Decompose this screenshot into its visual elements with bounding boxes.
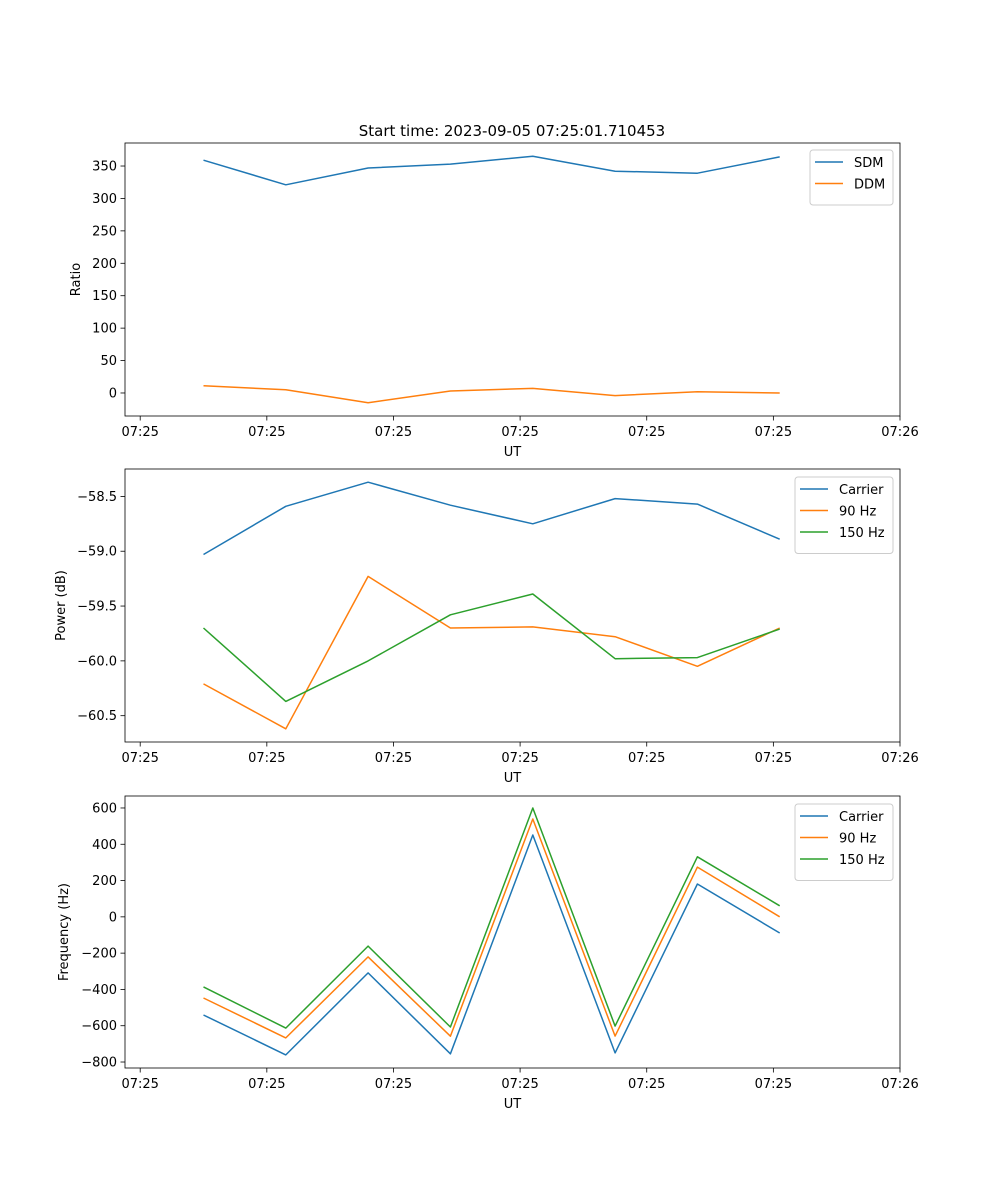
y-tick-label: −59.5 bbox=[77, 600, 117, 615]
x-axis-label: UT bbox=[504, 445, 522, 460]
y-axis-label: Power (dB) bbox=[54, 570, 69, 641]
x-tick-label: 07:26 bbox=[881, 751, 918, 766]
x-tick-label: 07:25 bbox=[121, 751, 158, 766]
x-tick-label: 07:25 bbox=[121, 1077, 158, 1092]
y-tick-label: −600 bbox=[81, 1019, 117, 1034]
y-tick-label: 0 bbox=[109, 386, 117, 401]
y-axis-label: Frequency (Hz) bbox=[57, 883, 72, 981]
x-tick-label: 07:25 bbox=[501, 751, 538, 766]
x-tick-label: 07:26 bbox=[881, 1077, 918, 1092]
y-tick-label: −200 bbox=[81, 947, 117, 962]
series-line-ddm bbox=[203, 385, 780, 404]
x-tick-label: 07:25 bbox=[501, 425, 538, 440]
y-tick-label: −60.5 bbox=[77, 709, 117, 724]
x-tick-label: 07:25 bbox=[628, 425, 665, 440]
x-tick-label: 07:25 bbox=[755, 1077, 792, 1092]
y-tick-label: −58.5 bbox=[77, 490, 117, 505]
series-line-90-hz bbox=[203, 818, 781, 1039]
y-tick-label: −400 bbox=[81, 983, 117, 998]
legend-label: 90 Hz bbox=[839, 832, 876, 847]
y-tick-label: 50 bbox=[100, 354, 117, 369]
series-line-150-hz bbox=[203, 807, 781, 1029]
y-tick-label: 0 bbox=[109, 910, 117, 925]
y-tick-label: 100 bbox=[92, 322, 117, 337]
x-tick-label: 07:25 bbox=[248, 1077, 285, 1092]
series-line-sdm bbox=[203, 155, 780, 186]
y-tick-label: −60.0 bbox=[77, 654, 117, 669]
y-tick-label: 300 bbox=[92, 192, 117, 207]
y-tick-label: 350 bbox=[92, 160, 117, 175]
x-tick-label: 07:25 bbox=[375, 751, 412, 766]
axes-frame bbox=[124, 142, 901, 417]
y-tick-label: 200 bbox=[92, 874, 117, 889]
y-tick-label: 250 bbox=[92, 224, 117, 239]
legend-label: SDM bbox=[854, 156, 883, 171]
legend-box bbox=[809, 149, 894, 206]
x-tick-label: 07:25 bbox=[628, 1077, 665, 1092]
y-tick-label: −59.0 bbox=[77, 545, 117, 560]
legend-label: Carrier bbox=[839, 483, 884, 498]
y-tick-label: 400 bbox=[92, 838, 117, 853]
axes-frame bbox=[124, 468, 901, 743]
legend-label: Carrier bbox=[839, 810, 884, 825]
x-tick-label: 07:25 bbox=[755, 425, 792, 440]
legend-label: 150 Hz bbox=[839, 853, 885, 868]
x-tick-label: 07:25 bbox=[628, 751, 665, 766]
x-tick-label: 07:25 bbox=[121, 425, 158, 440]
y-tick-label: 600 bbox=[92, 801, 117, 816]
figure-title: Start time: 2023-09-05 07:25:01.710453 bbox=[359, 122, 665, 140]
x-tick-label: 07:25 bbox=[248, 425, 285, 440]
legend-label: 90 Hz bbox=[839, 505, 876, 520]
x-tick-label: 07:25 bbox=[755, 751, 792, 766]
y-tick-label: −800 bbox=[81, 1056, 117, 1071]
y-axis-label: Ratio bbox=[69, 263, 84, 296]
legend-box bbox=[794, 476, 894, 554]
axes-frame bbox=[124, 795, 901, 1069]
series-line-150-hz bbox=[203, 593, 780, 703]
x-tick-label: 07:26 bbox=[881, 425, 918, 440]
x-tick-label: 07:25 bbox=[248, 751, 285, 766]
series-line-carrier bbox=[203, 481, 780, 556]
series-line-90-hz bbox=[203, 575, 781, 730]
legend-label: DDM bbox=[854, 178, 885, 193]
x-axis-label: UT bbox=[504, 1097, 522, 1112]
x-tick-label: 07:25 bbox=[375, 425, 412, 440]
y-tick-label: 150 bbox=[92, 289, 117, 304]
x-axis-label: UT bbox=[504, 771, 522, 786]
y-tick-label: 200 bbox=[92, 257, 117, 272]
legend-label: 150 Hz bbox=[839, 526, 885, 541]
x-tick-label: 07:25 bbox=[501, 1077, 538, 1092]
series-line-carrier bbox=[203, 834, 781, 1056]
legend-box bbox=[794, 803, 894, 881]
x-tick-label: 07:25 bbox=[375, 1077, 412, 1092]
